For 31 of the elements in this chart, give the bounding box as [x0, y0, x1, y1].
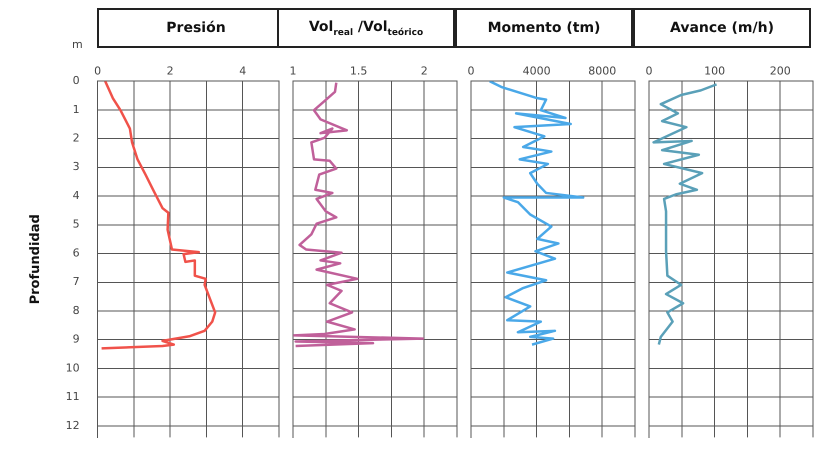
y-tick-label: 12	[66, 418, 80, 432]
chart-title: Vol$_{real}$ /Vol$_{teórico}$	[308, 18, 424, 38]
x-tick-label: 100	[704, 64, 726, 78]
chart-title: Avance (m/h)	[670, 20, 774, 36]
x-tick-label: 0	[94, 64, 102, 78]
y-tick-label: 8	[72, 304, 80, 317]
x-tick-label: 4000	[522, 64, 551, 78]
x-tick-label: 4	[239, 64, 246, 78]
y-axis-title: Profundidad	[28, 214, 44, 304]
x-tick-label: 1.5	[350, 64, 368, 78]
x-tick-label: 8000	[588, 64, 616, 78]
y-tick-label: 3	[72, 160, 80, 174]
y-tick-label: 2	[72, 132, 80, 145]
x-tick-label: 200	[770, 64, 791, 78]
x-tick-label: 2	[420, 64, 428, 78]
y-tick-label: 4	[72, 188, 80, 202]
chart-title: Presión	[166, 20, 226, 36]
y-tick-label: 1	[72, 102, 80, 116]
y-tick-label: 0	[72, 74, 80, 88]
y-tick-label: 7	[72, 275, 80, 288]
x-tick-label: 0	[646, 64, 652, 78]
x-tick-label: 2	[166, 64, 174, 78]
x-tick-label: 0	[468, 64, 474, 78]
y-tick-label: 5	[72, 218, 80, 231]
y-tick-label: 11	[66, 390, 80, 404]
y-tick-label: 9	[72, 332, 80, 346]
y-tick-label: 6	[72, 246, 80, 260]
x-tick-label: 1	[290, 64, 296, 78]
chart-title: Momento (tm)	[488, 20, 600, 36]
text: m	[72, 38, 83, 51]
y-tick-label: 10	[66, 361, 80, 374]
